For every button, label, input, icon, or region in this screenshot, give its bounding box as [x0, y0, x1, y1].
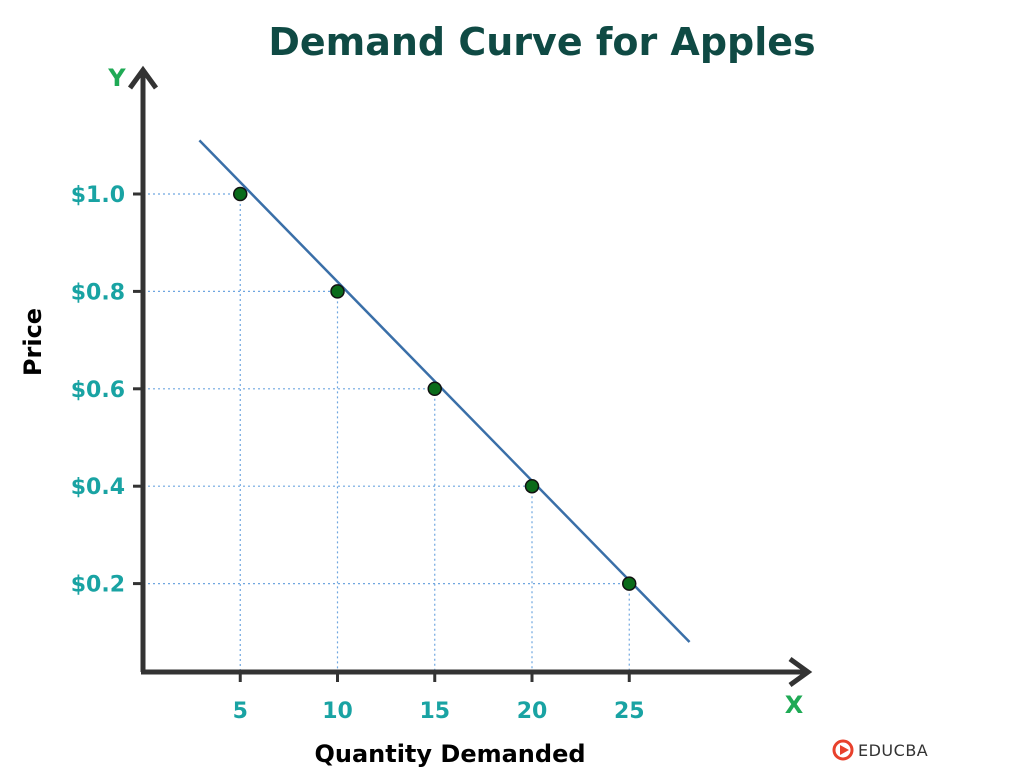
y-tick-label: $0.8	[71, 280, 125, 305]
data-point	[233, 186, 248, 202]
y-axis-label: Price	[19, 308, 47, 376]
data-points	[233, 186, 637, 591]
data-point	[622, 576, 637, 591]
y-axis-arrow-icon	[127, 65, 159, 90]
demand-line	[198, 139, 691, 643]
x-axis-arrow-icon	[788, 656, 813, 688]
x-tick-label: 20	[517, 699, 548, 724]
x-tick-label: 25	[614, 699, 645, 724]
data-point	[524, 478, 540, 494]
x-axis-letter: X	[785, 691, 804, 719]
y-axis-letter: Y	[107, 64, 126, 92]
grid-guides	[143, 193, 630, 672]
demand-line-layer	[198, 139, 691, 643]
x-tick-label: 10	[322, 699, 353, 724]
y-tick-label: $0.6	[71, 378, 125, 403]
x-tick-label: 15	[419, 699, 450, 724]
y-tick-label: $1.0	[71, 183, 125, 208]
x-axis-label: Quantity Demanded	[314, 740, 585, 768]
chart-title: Demand Curve for Apples	[268, 20, 815, 64]
data-point	[427, 381, 442, 397]
axes	[127, 65, 813, 688]
y-tick-label: $0.4	[71, 475, 125, 500]
educba-play-icon	[832, 739, 854, 761]
x-tick-label: 5	[233, 699, 248, 724]
data-point	[330, 284, 345, 299]
educba-watermark: EDUCBA	[832, 739, 928, 761]
ticks: 5 10 15 20 25 $0.2 $0.4 $0.6 $0.8 $1.0	[71, 183, 645, 724]
educba-logo-text: EDUCBA	[858, 741, 928, 760]
y-tick-label: $0.2	[71, 573, 125, 598]
